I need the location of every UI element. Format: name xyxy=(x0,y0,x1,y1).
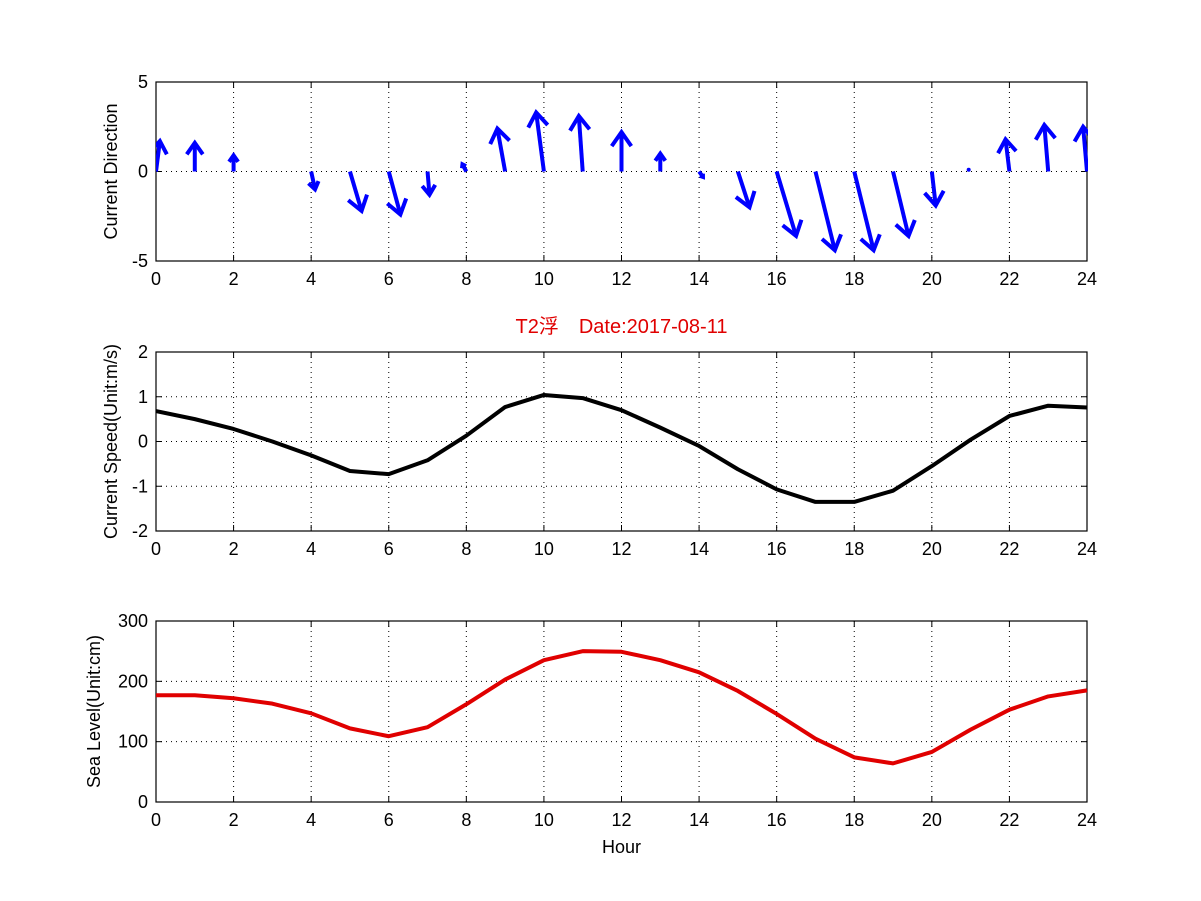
x-tick-label: 16 xyxy=(767,269,787,289)
x-tick-label: 22 xyxy=(999,810,1019,830)
x-tick-label: 12 xyxy=(611,269,631,289)
x-tick-label: 2 xyxy=(229,269,239,289)
x-tick-label: 2 xyxy=(229,810,239,830)
direction-arrow xyxy=(1033,121,1057,172)
chart-title: T2浮 Date:2017-08-11 xyxy=(516,315,728,338)
y-tick-label: 0 xyxy=(138,432,148,452)
y-tick-label: 2 xyxy=(138,342,148,362)
direction-arrow xyxy=(185,139,205,172)
y-axis-label: Current Speed(Unit:m/s) xyxy=(101,344,121,539)
x-tick-label: 16 xyxy=(767,539,787,559)
x-tick-label: 14 xyxy=(689,539,709,559)
y-tick-label: 1 xyxy=(138,387,148,407)
direction-arrow xyxy=(813,171,843,254)
direction-arrow xyxy=(891,171,917,240)
axes-frame xyxy=(155,351,1088,532)
x-tick-label: 12 xyxy=(611,539,631,559)
direction-arrow xyxy=(488,125,511,172)
x-tick-label: 0 xyxy=(151,269,161,289)
x-tick-label: 24 xyxy=(1077,539,1097,559)
direction-arrow xyxy=(923,171,946,209)
y-tick-label: -5 xyxy=(132,251,148,271)
x-tick-label: 24 xyxy=(1077,269,1097,289)
direction-arrow xyxy=(697,170,706,180)
direction-arrow xyxy=(227,151,240,172)
axes-frame xyxy=(155,620,1088,803)
x-tick-label: 18 xyxy=(844,269,864,289)
direction-arrow xyxy=(307,171,321,193)
x-axis-label: Hour xyxy=(602,837,641,857)
x-tick-label: 14 xyxy=(689,269,709,289)
x-tick-label: 20 xyxy=(922,269,942,289)
direction-arrow xyxy=(852,171,882,254)
x-tick-label: 2 xyxy=(229,539,239,559)
x-tick-label: 0 xyxy=(151,539,161,559)
direction-arrow xyxy=(774,170,804,240)
x-tick-label: 4 xyxy=(306,269,316,289)
direction-arrow xyxy=(996,135,1018,172)
y-tick-label: 0 xyxy=(138,792,148,812)
x-tick-label: 18 xyxy=(844,810,864,830)
x-tick-label: 4 xyxy=(306,539,316,559)
x-tick-label: 10 xyxy=(534,810,554,830)
x-tick-label: 6 xyxy=(384,810,394,830)
direction-arrow xyxy=(460,161,469,173)
y-tick-label: 0 xyxy=(138,162,148,182)
x-tick-label: 20 xyxy=(922,810,942,830)
x-tick-label: 24 xyxy=(1077,810,1097,830)
direction-arrow xyxy=(526,108,550,172)
x-tick-label: 20 xyxy=(922,539,942,559)
x-tick-label: 22 xyxy=(999,269,1019,289)
direction-arrow xyxy=(156,137,169,172)
direction-arrow xyxy=(653,150,667,172)
x-tick-label: 10 xyxy=(534,539,554,559)
x-tick-label: 0 xyxy=(151,810,161,830)
x-tick-label: 4 xyxy=(306,810,316,830)
direction-arrow xyxy=(966,167,971,172)
x-tick-label: 8 xyxy=(461,810,471,830)
y-tick-label: 200 xyxy=(118,671,148,691)
direction-arrow xyxy=(385,170,409,218)
y-axis-label: Current Direction xyxy=(101,103,121,239)
direction-arrow xyxy=(1072,123,1088,172)
x-tick-label: 16 xyxy=(767,810,787,830)
direction-arrow xyxy=(420,171,437,199)
direction-arrow xyxy=(610,128,633,172)
x-tick-label: 14 xyxy=(689,810,709,830)
x-tick-label: 8 xyxy=(461,269,471,289)
x-tick-label: 18 xyxy=(844,539,864,559)
y-axis-label: Sea Level(Unit:cm) xyxy=(84,635,104,788)
x-tick-label: 8 xyxy=(461,539,471,559)
y-tick-label: -1 xyxy=(132,476,148,496)
direction-arrow xyxy=(346,170,369,215)
y-tick-label: 300 xyxy=(118,611,148,631)
y-tick-label: -2 xyxy=(132,521,148,541)
x-tick-label: 12 xyxy=(611,810,631,830)
direction-arrow xyxy=(734,170,757,211)
x-tick-label: 6 xyxy=(384,269,394,289)
direction-arrow xyxy=(568,112,592,172)
x-tick-label: 10 xyxy=(534,269,554,289)
y-tick-label: 5 xyxy=(138,72,148,92)
y-tick-label: 100 xyxy=(118,732,148,752)
x-tick-label: 22 xyxy=(999,539,1019,559)
x-tick-label: 6 xyxy=(384,539,394,559)
